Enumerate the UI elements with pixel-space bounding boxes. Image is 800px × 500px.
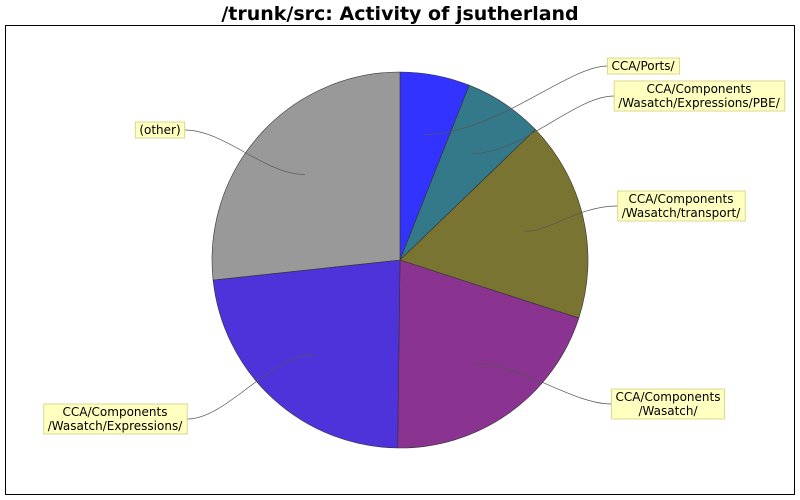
pie-slice-4 — [397, 259, 580, 449]
slice-label-box-4 — [611, 388, 725, 420]
pie-slice-3 — [399, 129, 589, 319]
pie-slices — [211, 71, 589, 449]
slice-label-1: CCA/Ports/ — [611, 59, 675, 73]
slice-label-box-3 — [617, 190, 746, 222]
slice-label-5: CCA/Components/Wasatch/Expressions/ — [48, 405, 183, 433]
label-leaders — [184, 65, 618, 420]
pie-slice-6 — [211, 71, 401, 281]
label-leader-1 — [423, 65, 608, 135]
slice-label-box-1 — [606, 57, 681, 75]
slice-labels: CCA/Ports/CCA/Components/Wasatch/Express… — [43, 57, 786, 435]
slice-label-box-2 — [613, 80, 786, 112]
label-leader-2 — [471, 95, 615, 155]
label-leader-5 — [187, 354, 314, 420]
slice-label-6: (other) — [139, 123, 180, 137]
slice-label-2: CCA/Components/Wasatch/Expressions/PBE/ — [618, 82, 781, 110]
slice-label-box-5 — [43, 403, 188, 435]
chart-title: /trunk/src: Activity of jsutherland — [221, 3, 578, 25]
slice-label-4: CCA/Components/Wasatch/ — [616, 390, 721, 418]
pie-slice-5 — [212, 259, 401, 449]
label-leader-6 — [184, 129, 305, 175]
slice-label-3: CCA/Components/Wasatch/transport/ — [622, 192, 741, 220]
slice-label-box-6 — [134, 121, 186, 139]
label-leader-4 — [474, 363, 612, 405]
label-leader-3 — [524, 205, 618, 232]
